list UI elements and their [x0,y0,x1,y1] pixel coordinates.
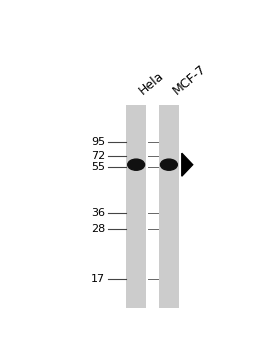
Bar [159,105,179,308]
Text: 36: 36 [91,209,105,219]
Ellipse shape [128,159,145,170]
Text: 28: 28 [91,224,105,234]
Text: 72: 72 [91,151,105,161]
Text: 17: 17 [91,274,105,284]
Text: 95: 95 [91,138,105,147]
Ellipse shape [161,159,177,170]
Text: MCF-7: MCF-7 [170,63,208,98]
Polygon shape [182,153,193,176]
Text: Hela: Hela [136,70,166,98]
Text: 55: 55 [91,163,105,172]
Bar [126,105,146,308]
